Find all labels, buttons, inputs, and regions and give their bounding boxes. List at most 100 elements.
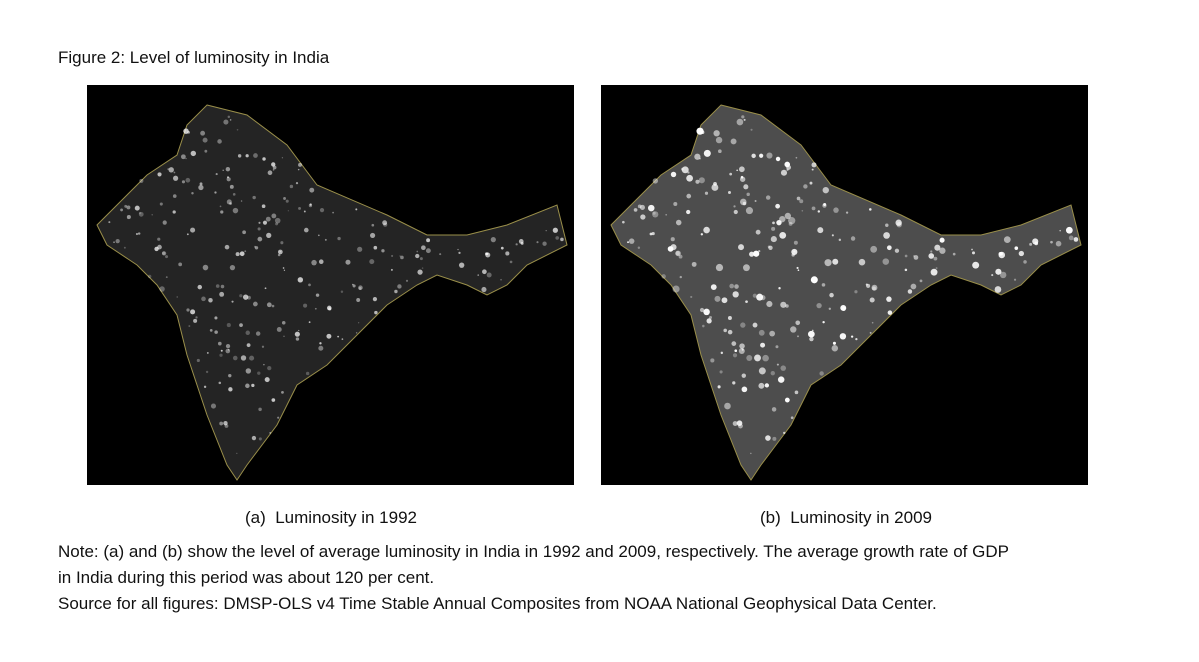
light-speck xyxy=(904,254,908,258)
light-speck xyxy=(220,349,223,352)
light-speck xyxy=(486,272,492,278)
light-speck xyxy=(210,403,217,409)
light-speck xyxy=(700,233,704,236)
light-speck xyxy=(935,267,938,270)
light-speck xyxy=(788,217,796,225)
light-speck xyxy=(717,385,721,389)
light-speck xyxy=(318,259,324,265)
light-speck xyxy=(183,128,189,134)
light-speck xyxy=(758,382,765,389)
light-speck xyxy=(490,237,496,243)
light-speck xyxy=(358,285,363,290)
light-speck xyxy=(326,333,332,339)
light-speck xyxy=(318,234,320,237)
light-speck xyxy=(120,208,123,212)
light-speck xyxy=(232,355,238,361)
light-speck xyxy=(994,286,1002,293)
light-speck xyxy=(999,251,1003,256)
panel-caption: (b) Luminosity in 2009 xyxy=(760,508,932,527)
light-speck xyxy=(797,335,799,338)
light-speck xyxy=(236,452,238,454)
light-speck xyxy=(665,213,668,216)
light-speck xyxy=(500,278,502,281)
light-speck xyxy=(536,241,539,244)
light-speck xyxy=(457,248,459,251)
light-speck xyxy=(303,303,308,308)
light-speck xyxy=(738,166,745,173)
light-speck xyxy=(713,181,717,186)
light-speck xyxy=(780,169,788,176)
light-speck xyxy=(770,370,775,376)
light-speck xyxy=(729,172,733,176)
light-speck xyxy=(295,181,299,185)
light-speck xyxy=(715,263,724,272)
light-speck xyxy=(358,322,360,324)
light-speck xyxy=(720,351,724,355)
light-speck xyxy=(324,238,327,241)
light-speck xyxy=(752,293,757,298)
light-speck xyxy=(721,297,728,304)
light-speck xyxy=(934,244,941,251)
light-speck xyxy=(215,284,220,288)
light-speck xyxy=(913,255,919,260)
light-speck xyxy=(271,213,277,219)
light-speck xyxy=(226,177,231,182)
light-speck xyxy=(226,323,231,328)
light-speck xyxy=(135,232,139,236)
light-speck xyxy=(791,253,795,257)
light-speck xyxy=(337,335,340,338)
light-speck xyxy=(759,153,764,158)
light-speck xyxy=(137,232,141,235)
light-speck xyxy=(743,264,750,272)
light-speck xyxy=(770,236,777,243)
light-speck xyxy=(702,324,705,328)
light-speck xyxy=(991,274,994,277)
light-speck xyxy=(297,168,300,171)
light-speck xyxy=(648,204,655,212)
light-speck xyxy=(196,358,200,363)
light-speck xyxy=(1003,236,1011,243)
light-speck xyxy=(186,308,190,312)
light-speck xyxy=(126,214,131,220)
light-speck xyxy=(680,167,684,171)
light-speck xyxy=(758,367,766,375)
light-speck xyxy=(652,211,656,215)
light-speck xyxy=(309,187,315,193)
light-speck xyxy=(739,343,745,349)
light-speck xyxy=(822,186,829,194)
light-speck xyxy=(775,203,780,209)
light-speck xyxy=(295,337,300,341)
light-speck xyxy=(168,167,174,173)
light-speck xyxy=(246,343,251,348)
light-speck xyxy=(803,184,808,189)
light-speck xyxy=(219,291,225,297)
light-speck xyxy=(885,223,889,227)
light-speck xyxy=(417,269,423,275)
light-speck xyxy=(229,184,234,189)
light-speck xyxy=(675,251,680,256)
light-speck xyxy=(200,130,206,136)
light-speck xyxy=(277,416,280,419)
light-speck xyxy=(181,180,186,184)
light-speck xyxy=(637,204,642,209)
light-speck xyxy=(738,244,745,251)
light-speck xyxy=(185,177,191,183)
light-speck xyxy=(371,223,375,227)
light-speck xyxy=(197,284,202,290)
light-speck xyxy=(232,193,236,196)
light-speck xyxy=(760,342,766,348)
light-speck xyxy=(267,170,273,176)
light-speck xyxy=(772,221,775,225)
light-speck xyxy=(298,206,302,210)
light-speck xyxy=(822,203,827,208)
light-speck xyxy=(390,268,393,271)
light-speck xyxy=(794,390,799,395)
light-speck xyxy=(199,182,203,186)
light-speck xyxy=(670,171,677,178)
light-speck xyxy=(370,232,376,239)
light-speck xyxy=(254,245,256,248)
light-speck xyxy=(904,268,908,272)
light-speck xyxy=(289,184,294,189)
light-speck xyxy=(686,209,691,215)
light-speck xyxy=(224,244,230,250)
